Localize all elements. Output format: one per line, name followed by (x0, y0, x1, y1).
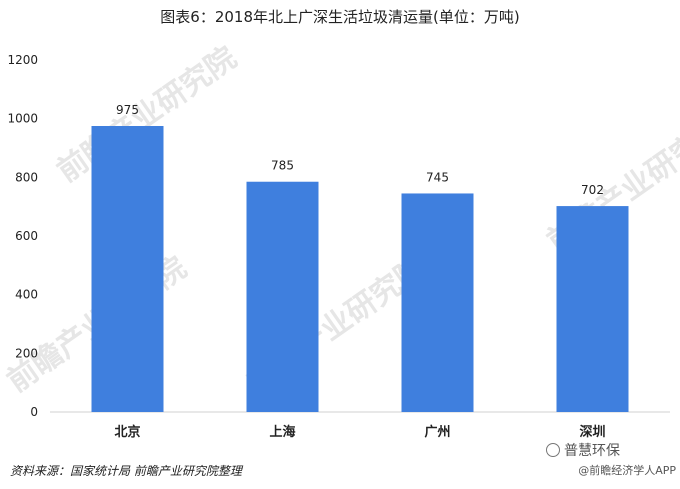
chart-title: 图表6：2018年北上广深生活垃圾清运量(单位：万吨) (160, 8, 520, 26)
x-tick-label: 上海 (269, 424, 295, 440)
bar (401, 193, 474, 412)
y-tick-label: 200 (15, 346, 38, 360)
wechat-icon (546, 443, 560, 457)
x-tick-label: 深圳 (579, 424, 605, 440)
brand-label: 普慧环保 (546, 440, 620, 460)
y-tick-label: 400 (15, 288, 38, 302)
data-label: 785 (271, 159, 294, 173)
bar (246, 181, 319, 412)
x-tick-label: 广州 (424, 424, 450, 440)
y-tick-label: 1200 (7, 53, 38, 67)
data-label: 975 (116, 103, 139, 117)
brand-text: 普慧环保 (564, 443, 620, 459)
y-tick-label: 1000 (7, 112, 38, 126)
app-label: @前瞻经济学人APP (578, 464, 676, 477)
bar (91, 126, 164, 412)
y-tick-label: 800 (15, 170, 38, 184)
source-note: 资料来源：国家统计局 前瞻产业研究院整理 (10, 464, 242, 478)
bar (556, 206, 629, 412)
data-label: 702 (581, 183, 604, 197)
y-tick-label: 600 (15, 229, 38, 243)
y-tick-label: 0 (30, 405, 38, 419)
x-tick-label: 北京 (114, 424, 140, 440)
data-label: 745 (426, 170, 449, 184)
